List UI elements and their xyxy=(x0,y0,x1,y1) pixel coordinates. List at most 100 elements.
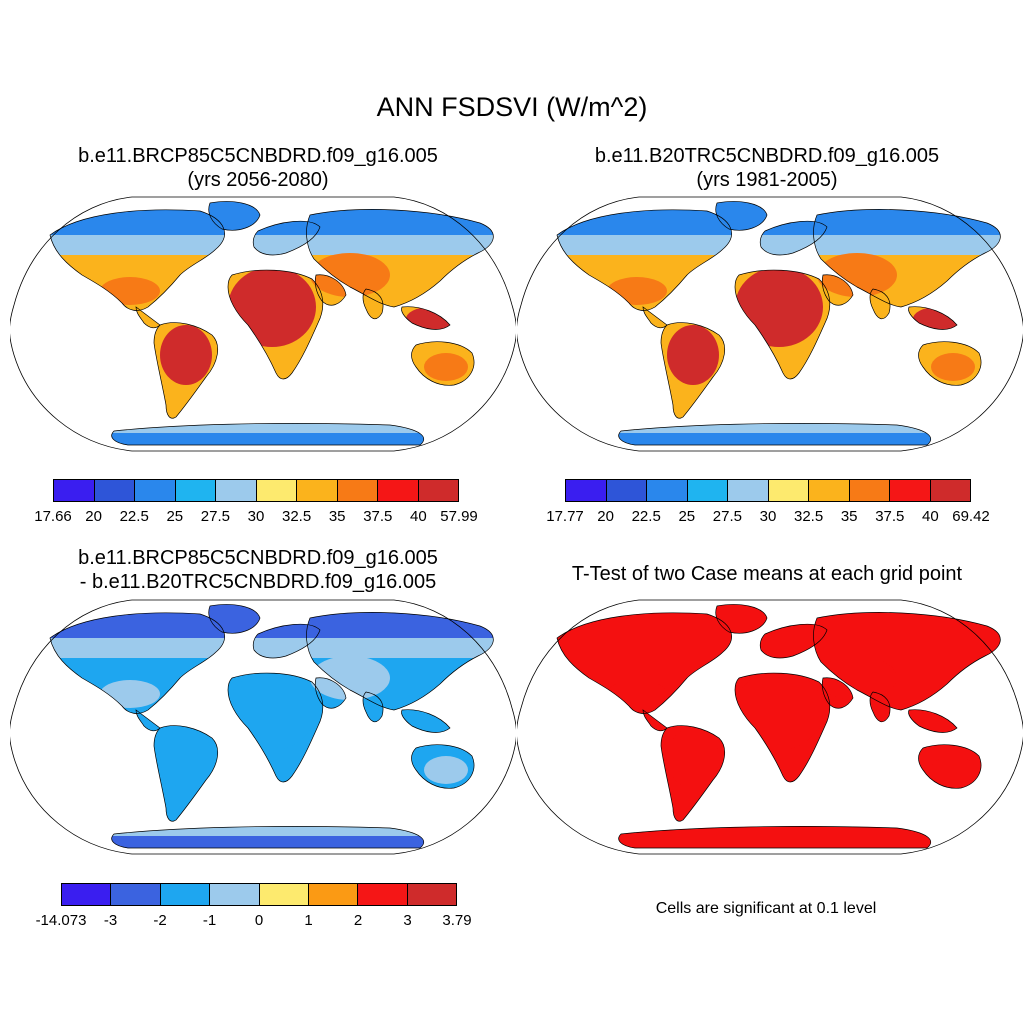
colorbar-tick-label: 57.99 xyxy=(440,508,478,525)
africa-core xyxy=(228,267,316,347)
colorbar-tick-label: 1 xyxy=(304,912,313,929)
coastline-ca xyxy=(642,306,668,329)
map-boundary xyxy=(10,196,516,452)
land-field xyxy=(50,201,494,445)
australia-core xyxy=(424,353,468,381)
coastline-sea xyxy=(401,306,451,330)
north-mid-band xyxy=(557,638,1001,658)
coastline-greenland xyxy=(715,604,768,634)
colorbar-case2-labels: 17.77 20 22.5 25 27.5 30 32.5 35 37.5 40 69.42 xyxy=(546,508,990,528)
colorbar-tick-label: 20 xyxy=(85,508,102,525)
colorbar-tick-label: 2 xyxy=(353,912,363,929)
coastline-eu xyxy=(252,220,321,256)
map-ttest xyxy=(517,599,1023,855)
coastline-sa xyxy=(660,322,726,419)
coastline-greenland xyxy=(208,604,261,634)
coastline-eu xyxy=(759,220,828,256)
coastline-na xyxy=(556,209,732,311)
colorbar-tick-label: 35 xyxy=(328,508,346,525)
africa-core xyxy=(735,670,823,750)
coastline-aus xyxy=(918,341,982,386)
colorbar-tick-label: 3.79 xyxy=(442,912,472,929)
coastline-eu xyxy=(759,623,828,659)
colorbar-diff xyxy=(61,883,457,906)
panel-ttest-title: T-Test of two Case means at each grid po… xyxy=(571,563,963,585)
africa-core xyxy=(228,670,316,750)
coastline-af xyxy=(227,672,324,783)
colorbar-tick-label: 35 xyxy=(840,508,858,525)
coastline-eu xyxy=(252,623,321,659)
colorbar-swatch xyxy=(94,480,135,501)
coastline-ant xyxy=(618,423,932,446)
coastline-af xyxy=(734,672,831,783)
colorbar-swatch xyxy=(378,480,419,501)
panel-case1-title-line2: (yrs 2056-2080) xyxy=(187,169,329,191)
coastline-asia xyxy=(813,612,1001,711)
antarctic-interior xyxy=(50,433,494,445)
coastline-asia xyxy=(813,209,1001,308)
colorbar-swatch xyxy=(337,480,378,501)
antarctic-coast xyxy=(557,423,1001,433)
colorbar-swatch xyxy=(407,884,456,905)
coastline-na xyxy=(49,612,225,714)
colorbar-tick-label: 69.42 xyxy=(952,508,990,525)
north-america-south xyxy=(607,277,667,305)
figure-title: ANN FSDSVI (W/m^2) xyxy=(376,92,648,122)
colorbar-swatch xyxy=(54,480,95,501)
coastline-ant xyxy=(111,826,425,849)
colorbar-swatch xyxy=(647,480,688,501)
colorbar-swatch xyxy=(111,884,161,905)
colorbar-swatch xyxy=(259,884,309,905)
coastline-asia xyxy=(306,209,494,308)
coastline-na xyxy=(49,209,225,311)
colorbar-swatch xyxy=(849,480,890,501)
coastline-india xyxy=(362,288,384,320)
coastline-aus xyxy=(411,341,475,386)
coastline-greenland xyxy=(715,201,768,231)
land-field xyxy=(557,604,1001,848)
map-boundary xyxy=(517,196,1023,452)
colorbar-diff-labels: -14.073 -3 -2 -1 0 1 2 3 3.79 xyxy=(36,912,472,932)
coastline-ant xyxy=(618,826,932,849)
antarctic-coast xyxy=(50,423,494,433)
coastline-india xyxy=(869,288,891,320)
antarctic-interior xyxy=(50,836,494,848)
coastline-ca xyxy=(135,306,161,329)
coastline-sea xyxy=(908,306,958,330)
coastline-arabia xyxy=(821,274,854,306)
land-field xyxy=(557,201,1001,445)
colorbar-swatch xyxy=(135,480,176,501)
colorbar-tick-label: 22.5 xyxy=(631,508,661,525)
antarctic-coast xyxy=(50,826,494,836)
colorbar-tick-label: 30 xyxy=(247,508,265,525)
colorbar-swatch xyxy=(768,480,809,501)
colorbar-tick-label: 27.5 xyxy=(712,508,742,525)
north-mid-band xyxy=(50,638,494,658)
colorbar-swatch xyxy=(175,480,216,501)
colorbar-swatch xyxy=(809,480,850,501)
colorbar-tick-label: 25 xyxy=(166,508,184,525)
colorbar-swatch xyxy=(210,884,260,905)
colorbar-swatch xyxy=(160,884,211,905)
colorbar-swatch xyxy=(728,480,769,501)
south-america-core xyxy=(667,325,719,385)
colorbar-case1-labels: 17.66 20 22.5 25 27.5 30 32.5 35 37.5 40 57.99 xyxy=(34,508,478,528)
coastline-sa xyxy=(153,322,219,419)
coastline-arabia xyxy=(821,677,854,709)
coastline-ant xyxy=(111,423,425,446)
colorbar-tick-label: 0 xyxy=(254,912,264,929)
north-america-south xyxy=(607,680,667,708)
panel-case2-title-line2: (yrs 1981-2005) xyxy=(696,169,838,191)
north-america-south xyxy=(100,680,160,708)
north-mid-band xyxy=(557,235,1001,255)
coastline-af xyxy=(734,269,831,380)
panel-case2-title-line1: b.e11.B20TRC5CNBDRD.f09_g16.005 xyxy=(594,145,940,167)
coastline-arabia xyxy=(314,274,347,306)
colorbar-swatch xyxy=(62,884,112,905)
colorbar-tick-label: 22.5 xyxy=(119,508,149,525)
coastline-aus xyxy=(411,744,475,789)
africa-core xyxy=(735,267,823,347)
colorbar-case1 xyxy=(53,479,459,502)
coastline-aus xyxy=(918,744,982,789)
panel-case2-title: b.e11.B20TRC5CNBDRD.f09_g16.005 (yrs 198… xyxy=(510,144,1024,192)
